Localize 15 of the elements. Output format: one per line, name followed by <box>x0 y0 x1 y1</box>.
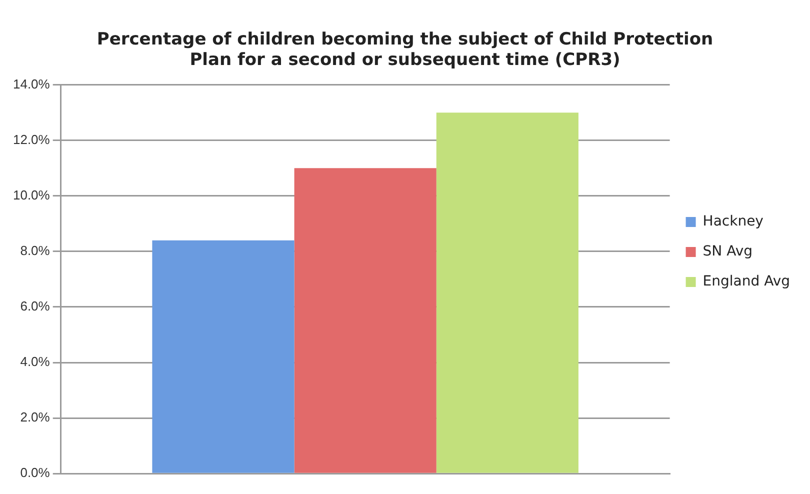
y-tick-label: 0.0% <box>20 465 50 480</box>
legend-label: SN Avg <box>702 244 753 260</box>
bar <box>436 112 578 473</box>
chart-title: Percentage of children becoming the subject of Child Protection Plan for a second or subsequent time (CPR3) <box>96 30 714 70</box>
legend-label: England Avg <box>702 274 790 290</box>
bar <box>294 168 436 473</box>
y-tick-label: 10.0% <box>12 187 50 202</box>
y-tick-label: 6.0% <box>20 298 50 314</box>
y-tick-label: 14.0% <box>12 76 50 92</box>
y-tick-label: 2.0% <box>20 410 50 425</box>
legend-label: Hackney <box>702 214 764 230</box>
y-tick-label: 4.0% <box>20 354 50 370</box>
bar <box>152 240 294 473</box>
y-tick-label: 12.0% <box>12 132 50 147</box>
y-tick-label: 8.0% <box>20 243 50 258</box>
